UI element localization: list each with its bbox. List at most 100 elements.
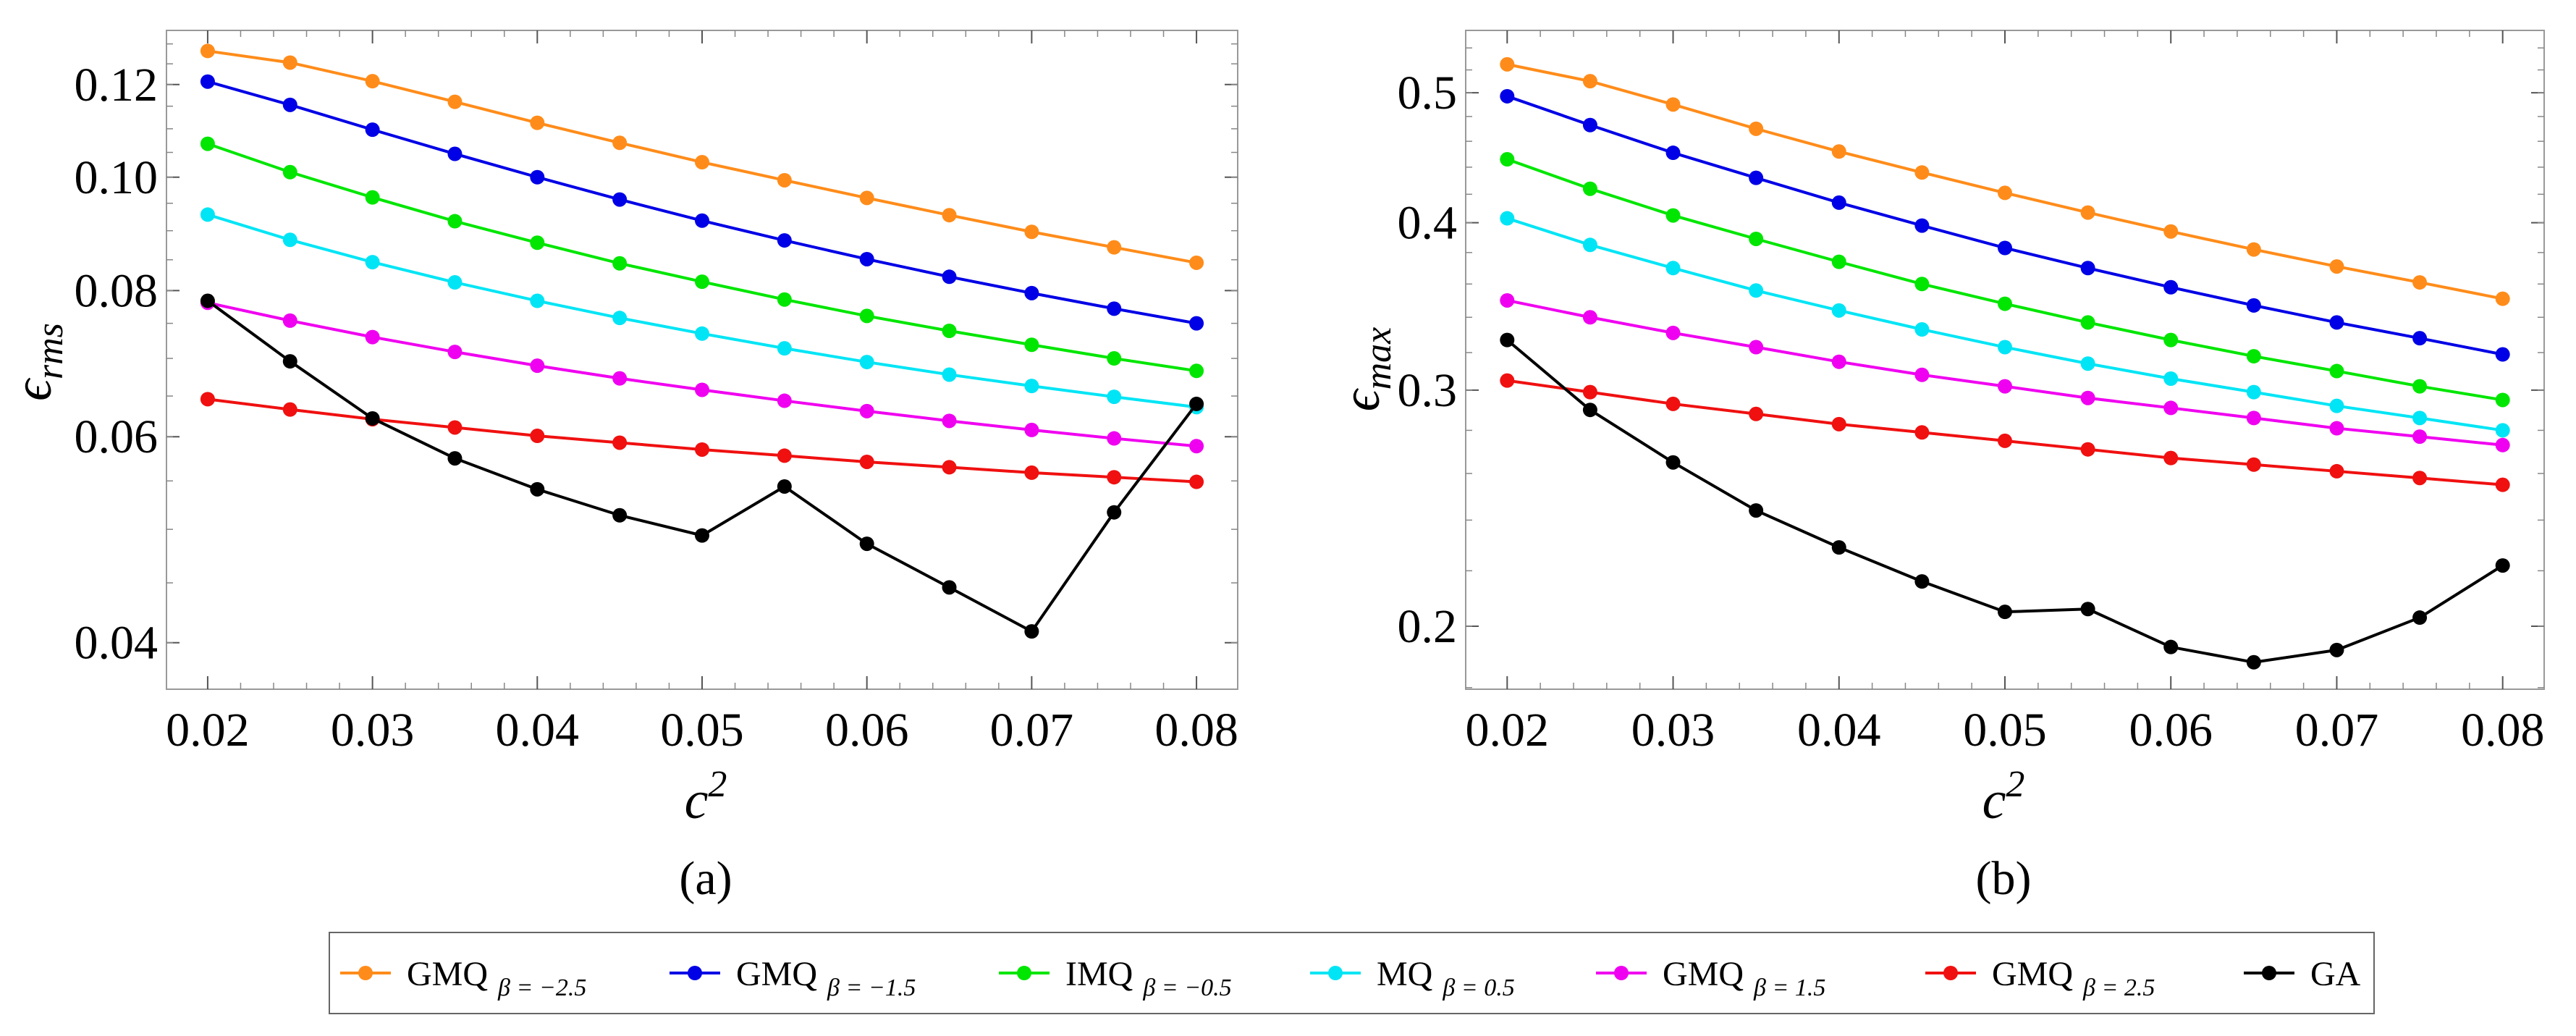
panel-b-xtick-label: 0.04: [1797, 704, 1881, 757]
panel-b-ytick-label: 0.2: [1398, 600, 1458, 653]
panel-a-series-point-3: [282, 232, 297, 248]
panel-a-series-point-1: [530, 169, 545, 185]
panel-a-series-point-6: [447, 451, 463, 466]
legend-swatch-marker: [358, 966, 373, 980]
panel-b-series-point-4: [2412, 429, 2428, 445]
panel-a-series-point-2: [942, 323, 957, 338]
panel-b-series-point-0: [1665, 97, 1681, 112]
panel-a-series-point-6: [942, 580, 957, 595]
panel-b-series-point-5: [2495, 477, 2510, 492]
panel-a-series-point-1: [777, 233, 792, 248]
panel-b-series-point-1: [2246, 298, 2261, 313]
panel-b-series-point-5: [1665, 396, 1681, 411]
panel-a-series-point-3: [200, 207, 215, 222]
panel-a-series-point-3: [365, 255, 380, 270]
panel-b-y-tick-labels: 0.2 0.3 0.4 0.5: [1398, 67, 1458, 653]
panel-a-xtick-label: 0.05: [660, 704, 744, 757]
panel-b-series-point-5: [2080, 442, 2095, 457]
panel-b-series-point-1: [1582, 117, 1597, 132]
panel-a-series-point-0: [447, 94, 463, 109]
panel-b-series-point-1: [1914, 218, 1930, 233]
panel-b-ylabel-main: ϵ: [1332, 387, 1391, 411]
panel-a-series-point-1: [282, 97, 297, 112]
panel-a-series-point-0: [200, 43, 215, 59]
panel-b-series-point-0: [1500, 56, 1515, 72]
panel-a-series-point-0: [859, 190, 874, 206]
panel-a-series-point-2: [859, 308, 874, 324]
panel-b-series-point-6: [2246, 654, 2261, 670]
panel-a-series-point-5: [612, 435, 628, 450]
panel-a-series-point-5: [1024, 465, 1039, 480]
panel-a-ylabel-main: ϵ: [4, 377, 63, 401]
panel-a-series-point-4: [530, 358, 545, 374]
panel-a-series-point-5: [777, 448, 792, 463]
panel-b-series-point-4: [2329, 421, 2344, 436]
panel-b-series: [1500, 56, 2510, 670]
legend-swatch-marker: [1017, 966, 1031, 980]
panel-b-xtick-label: 0.08: [2461, 704, 2545, 757]
panel-b-series-point-3: [1914, 322, 1930, 337]
panel-a-series-point-2: [612, 256, 628, 271]
panel-a-series-point-1: [1189, 316, 1204, 331]
panel-b-series-point-3: [1831, 303, 1846, 318]
panel-a-series-point-6: [282, 354, 297, 369]
panel-b-series-point-4: [2080, 390, 2095, 405]
panel-a: 0.02 0.03 0.04 0.05 0.06 0.07 0.08 0.040.060.0…: [4, 30, 1238, 905]
panel-b-series-point-5: [2412, 471, 2428, 486]
panel-b-series-point-0: [2412, 275, 2428, 290]
panel-b-series-point-3: [1582, 237, 1597, 253]
panel-b-series-point-0: [1749, 121, 1764, 136]
panel-a-series-point-6: [365, 410, 380, 426]
panel-b-series-point-1: [1500, 88, 1515, 104]
panel-a-x-tick-labels: 0.02 0.03 0.04 0.05 0.06 0.07 0.08: [166, 704, 1238, 757]
legend: GMQ β = −2.5 GMQ β = −1.5 IMQ β = −0.5 MQ β = 0…: [329, 932, 2375, 1014]
panel-b-ytick-label: 0.4: [1398, 197, 1458, 250]
panel-a-ticks: [166, 30, 1238, 689]
panel-b-series-point-4: [2246, 410, 2261, 426]
panel-b-ylabel: ϵmax: [1332, 327, 1399, 411]
panel-a-series-point-1: [942, 269, 957, 285]
panel-b-series-point-1: [1665, 146, 1681, 161]
panel-a-series-point-4: [612, 371, 628, 386]
panel-a-y-tick-labels: 0.04 0.06 0.08 0.10 0.12: [75, 59, 159, 670]
panel-b-ylabel-sub: max: [1358, 327, 1399, 390]
panel-b-series-point-3: [1500, 211, 1515, 226]
panel-a-xtick-label: 0.02: [166, 704, 250, 757]
panel-a-ytick-label: 0.12: [75, 59, 159, 111]
panel-b-series-point-6: [2412, 610, 2428, 626]
legend-label-name: GA: [2310, 955, 2361, 993]
legend-swatch-marker: [2262, 966, 2276, 980]
panel-a-series-point-6: [1107, 505, 1122, 520]
panel-b-series-point-4: [1914, 367, 1930, 382]
panel-a-series-point-6: [530, 481, 545, 497]
panel-b-series-point-2: [2246, 349, 2261, 364]
panel-b-series-point-1: [1749, 170, 1764, 185]
panel-a-series-point-3: [530, 293, 545, 308]
panel-a-ytick-label: 0.04: [75, 617, 159, 670]
panel-b-series-point-5: [2246, 457, 2261, 472]
panel-b-frame: [1465, 30, 2545, 690]
panel-b-series-point-0: [2080, 205, 2095, 220]
panel-a-series-point-4: [282, 313, 297, 328]
panel-b-xtick-label: 0.07: [2295, 704, 2379, 757]
panel-a-series-point-2: [777, 292, 792, 307]
panel-b-series-point-5: [2329, 463, 2344, 479]
panel-a-series-point-6: [200, 293, 215, 308]
panel-a-series-point-6: [859, 536, 874, 552]
panel-a-series-point-1: [1024, 285, 1039, 300]
panel-b-series-point-1: [2412, 331, 2428, 346]
panel-a-series-point-5: [530, 429, 545, 444]
panel-a-ytick-label: 0.10: [75, 151, 159, 204]
panel-a-xtick-label: 0.03: [331, 704, 415, 757]
legend-label-name: GMQ: [407, 955, 488, 993]
panel-b-xtick-label: 0.02: [1466, 704, 1550, 757]
panel-a-series-point-0: [777, 172, 792, 188]
legend-label-name: GMQ: [1992, 955, 2073, 993]
panel-a-series-point-5: [859, 454, 874, 469]
panel-b-series-point-1: [1831, 195, 1846, 210]
panel-a-series-point-5: [1107, 470, 1122, 485]
legend-label-name: MQ: [1377, 955, 1432, 993]
panel-b-x-tick-labels: 0.02 0.03 0.04 0.05 0.06 0.07 0.08: [1466, 704, 2545, 757]
panel-b-ytick-label: 0.5: [1398, 67, 1458, 119]
